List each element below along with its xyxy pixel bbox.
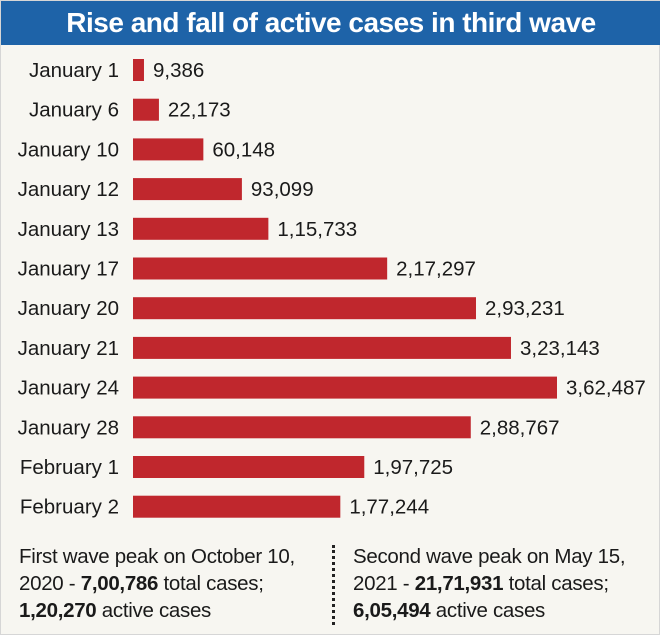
second-wave-total-cases: 21,71,931 <box>414 572 504 595</box>
second-wave-line1: Second wave peak on May 15, <box>353 545 626 568</box>
value-label: 1,77,244 <box>349 496 429 519</box>
value-label: 22,173 <box>168 99 231 122</box>
bar <box>133 495 341 518</box>
value-label: 3,62,487 <box>566 377 646 400</box>
chart-title: Rise and fall of active cases in third w… <box>66 7 596 38</box>
bar <box>133 416 471 439</box>
category-label: February 2 <box>20 496 119 519</box>
bar <box>133 98 159 121</box>
category-label: January 21 <box>18 337 119 360</box>
value-label: 2,17,297 <box>396 258 476 281</box>
value-label: 2,88,767 <box>480 416 560 439</box>
bar <box>133 257 388 280</box>
category-label: January 10 <box>18 138 119 161</box>
category-label: January 6 <box>29 99 119 122</box>
value-label: 60,148 <box>212 138 275 161</box>
first-wave-note: First wave peak on October 10, 2020 - 7,… <box>19 543 329 624</box>
bar-chart: January 1 9,386 January 6 22,173 January 10 6… <box>18 59 646 519</box>
value-label: 9,386 <box>153 59 204 82</box>
first-wave-active-cases: 1,20,270 <box>19 599 97 622</box>
value-label: 3,23,143 <box>520 337 600 360</box>
title-bar: Rise and fall of active cases in third w… <box>1 1 660 45</box>
category-label: January 20 <box>18 297 119 320</box>
second-wave-note: Second wave peak on May 15, 2021 - 21,71… <box>353 543 658 624</box>
first-wave-year: 2020 - <box>19 572 81 595</box>
bar <box>133 178 242 201</box>
first-wave-active-label: active cases <box>96 599 212 622</box>
bar <box>133 217 269 240</box>
second-wave-active-cases: 6,05,494 <box>353 599 431 622</box>
category-label: February 1 <box>20 456 119 479</box>
category-label: January 24 <box>18 377 119 400</box>
category-label: January 13 <box>18 218 119 241</box>
first-wave-total-label: total cases; <box>158 572 264 595</box>
first-wave-line1: First wave peak on October 10, <box>19 545 295 568</box>
value-label: 1,15,733 <box>277 218 357 241</box>
second-wave-year: 2021 - <box>353 572 415 595</box>
bar <box>133 456 365 478</box>
bar <box>133 336 511 359</box>
footer-divider <box>332 545 335 625</box>
value-label: 2,93,231 <box>485 297 565 320</box>
bar <box>133 138 204 161</box>
category-label: January 1 <box>29 59 119 82</box>
first-wave-total-cases: 7,00,786 <box>80 572 159 595</box>
second-wave-total-label: total cases; <box>503 572 609 595</box>
footer-notes: First wave peak on October 10, 2020 - 7,… <box>1 533 660 636</box>
bar <box>133 376 557 399</box>
value-label: 93,099 <box>251 178 314 201</box>
category-label: January 12 <box>18 178 119 201</box>
category-label: January 28 <box>18 416 119 439</box>
category-label: January 17 <box>18 258 119 281</box>
value-label: 1,97,725 <box>373 456 453 479</box>
bar <box>133 59 144 81</box>
bar <box>133 297 476 320</box>
second-wave-active-label: active cases <box>430 599 546 622</box>
